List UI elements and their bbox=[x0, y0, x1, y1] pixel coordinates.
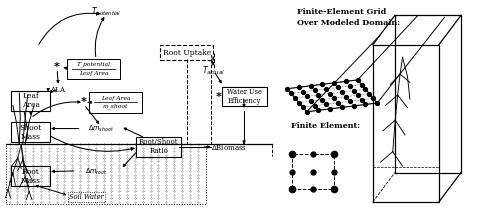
Text: $\Delta m_{shoot}$: $\Delta m_{shoot}$ bbox=[88, 123, 114, 134]
Text: Root
Mass: Root Mass bbox=[21, 168, 41, 185]
Text: Root/Shoot
Ratio: Root/Shoot Ratio bbox=[139, 138, 178, 156]
Text: Over Modeled Domain:: Over Modeled Domain: bbox=[297, 19, 400, 27]
Text: *: * bbox=[216, 92, 221, 102]
FancyBboxPatch shape bbox=[11, 122, 50, 142]
Text: $\Delta m_{root}$: $\Delta m_{root}$ bbox=[85, 166, 108, 177]
Text: Root Uptake: Root Uptake bbox=[163, 49, 211, 57]
Text: T_potential: T_potential bbox=[77, 62, 111, 67]
FancyBboxPatch shape bbox=[160, 45, 213, 60]
Text: m_shoot: m_shoot bbox=[103, 104, 129, 110]
Text: *: * bbox=[54, 62, 60, 72]
Text: $T_{potential}$: $T_{potential}$ bbox=[91, 6, 121, 19]
Text: *: * bbox=[81, 97, 87, 107]
Text: Water Use
Efficiency: Water Use Efficiency bbox=[227, 88, 262, 105]
Bar bbox=[5, 144, 206, 204]
FancyBboxPatch shape bbox=[136, 137, 181, 157]
Text: Leaf
Area: Leaf Area bbox=[22, 92, 40, 109]
Text: Shoot
Mass: Shoot Mass bbox=[20, 124, 42, 141]
Text: $\Delta$LA: $\Delta$LA bbox=[50, 85, 67, 94]
Text: Leaf Area: Leaf Area bbox=[79, 71, 109, 76]
Text: Leaf Area: Leaf Area bbox=[101, 96, 131, 100]
Text: Finite Element:: Finite Element: bbox=[291, 122, 360, 130]
Text: Finite-Element Grid: Finite-Element Grid bbox=[297, 8, 386, 16]
Text: $T_{actual}$: $T_{actual}$ bbox=[202, 65, 225, 77]
FancyBboxPatch shape bbox=[11, 166, 50, 186]
FancyBboxPatch shape bbox=[89, 92, 142, 113]
FancyBboxPatch shape bbox=[67, 58, 120, 79]
Text: Soil Water: Soil Water bbox=[69, 193, 104, 201]
FancyBboxPatch shape bbox=[221, 87, 267, 106]
FancyBboxPatch shape bbox=[11, 91, 50, 111]
Text: $\Delta$Biomass: $\Delta$Biomass bbox=[211, 143, 247, 152]
